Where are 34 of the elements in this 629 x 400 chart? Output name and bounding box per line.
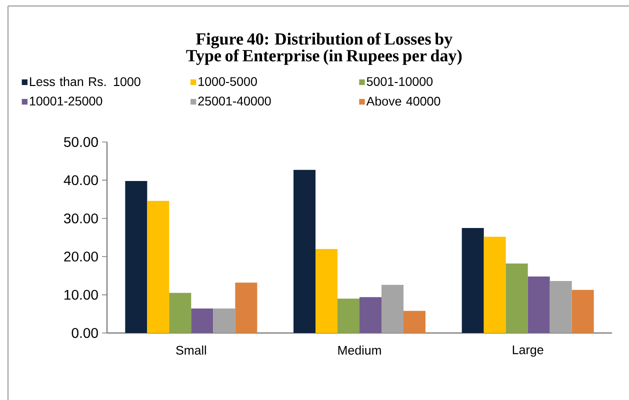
legend-label: 1000-5000 [198,77,257,86]
y-tick-label: 10.00 [64,290,98,300]
bar [235,282,258,333]
legend-label: Above 40000 [366,96,440,106]
bar [191,308,214,333]
bar [462,228,484,333]
x-tick-label: Medium [338,346,381,355]
y-tick-label: 20.00 [64,252,98,262]
bar [294,170,316,333]
legend-label: 25001-40000 [198,96,271,106]
x-tick-label: Small [176,346,206,355]
bar [213,308,236,333]
bar [316,248,338,333]
bar [125,180,148,333]
bar [404,310,426,333]
y-tick-label: 30.00 [64,213,98,224]
bar [382,284,404,333]
bar [338,298,360,333]
y-tick-label: 40.00 [64,175,98,186]
bar [506,263,528,333]
y-tick-label: 50.00 [64,137,98,147]
bar [550,281,572,333]
chart-title: Figure 40: Distribution of Losses by Type of Enterprise (in Rupees per day) [186,32,462,65]
legend-label: 5001-10000 [366,77,433,86]
bar [360,297,382,333]
bar [147,200,170,333]
y-tick-label: 0.00 [72,328,98,338]
legend-label: 10001-25000 [30,96,102,106]
bar [169,292,192,333]
bar [528,276,550,333]
bar [484,236,506,333]
x-tick-label: Large [512,346,544,357]
legend-label: Less than Rs. 1000 [30,76,140,86]
bar [572,290,594,333]
